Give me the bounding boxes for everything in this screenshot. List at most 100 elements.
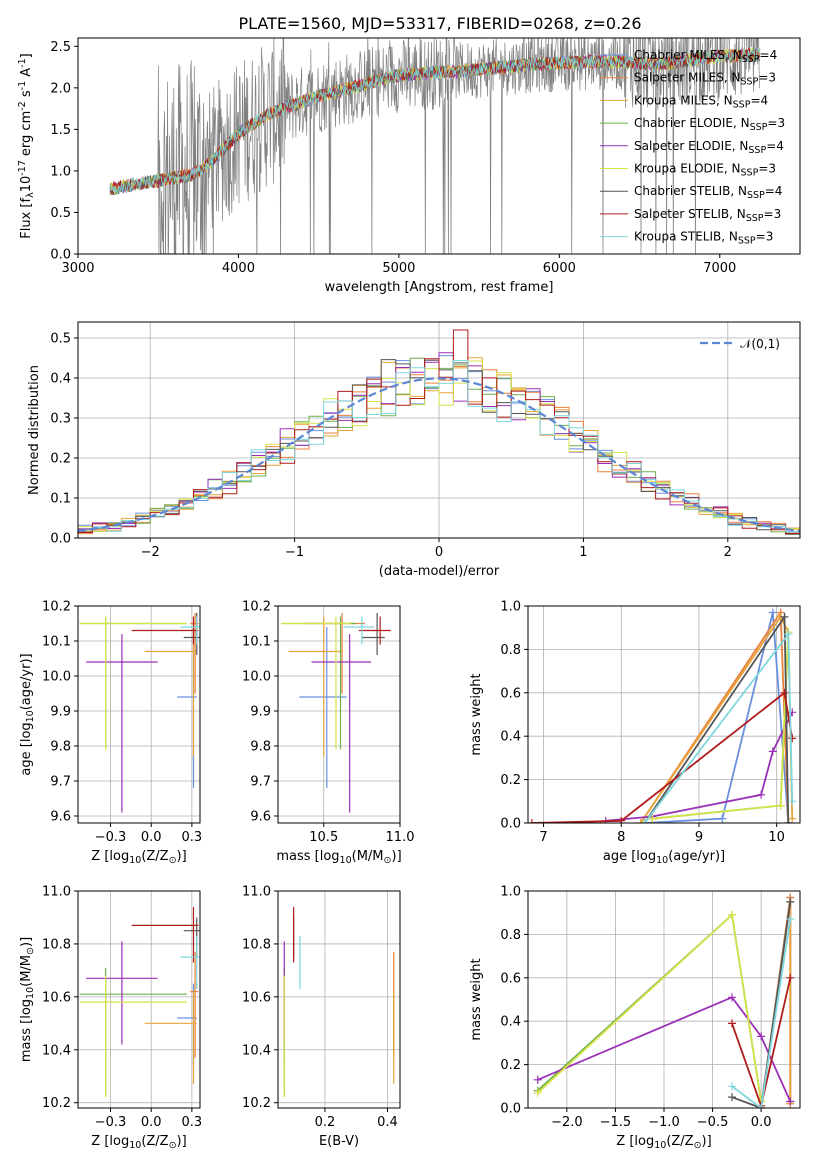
text-run: (M/M bbox=[19, 955, 34, 987]
legend-label-chabrier-miles: Chabrier MILES, NSSP=4 bbox=[634, 48, 777, 65]
x-tick-label: −0.5 bbox=[697, 1115, 729, 1130]
x-tick-label: −1 bbox=[285, 545, 304, 560]
x-tick-label: 8 bbox=[617, 830, 625, 845]
y-tick-label: 10.0 bbox=[42, 670, 71, 685]
y-tick-label: 11.0 bbox=[242, 885, 271, 900]
text-run: SSP bbox=[747, 190, 765, 201]
x-tick-label: 0.0 bbox=[141, 830, 162, 845]
y-tick-label: 10.1 bbox=[42, 635, 71, 650]
panel-residuals: −2 −1 0 1 2 0.0 0.1 0.2 0.3 0.4 0.5 (data-model)/er… bbox=[27, 321, 801, 579]
chart-layer: 3000 4000 5000 6000 7000 0.0 0.5 1.0 1.5 2.0 2.5 wa… bbox=[17, 37, 801, 1152]
text-run: -17 bbox=[17, 160, 28, 176]
x-axis-label: wavelength [Angstrom, rest frame] bbox=[325, 280, 554, 295]
y-axis-label: Normed distribution bbox=[27, 365, 42, 495]
y-tick-label: 0.8 bbox=[500, 928, 521, 943]
text-run: ⊙ bbox=[169, 1140, 177, 1151]
axes-frame bbox=[277, 890, 401, 1109]
plot-area bbox=[528, 608, 797, 823]
y-tick-label: 0.4 bbox=[500, 1015, 521, 1030]
weight-line-kroupa-stelib bbox=[731, 919, 792, 1108]
x-tick-label: 6000 bbox=[543, 261, 576, 276]
histogram-salpeter-stelib bbox=[78, 329, 800, 534]
y-tick-label: 0.6 bbox=[500, 971, 521, 986]
y-tick-label: 9.6 bbox=[50, 810, 71, 825]
weight-line-kroupa-stelib bbox=[643, 631, 794, 823]
text-run: =4 bbox=[765, 184, 783, 198]
text-run: Chabrier ELODIE, N bbox=[634, 116, 750, 130]
y-tick-label: 10.8 bbox=[242, 937, 271, 952]
y-tick-label: 1.0 bbox=[500, 600, 521, 615]
text-run: )] bbox=[177, 1134, 187, 1149]
legend-label-chabrier-elodie: Chabrier ELODIE, NSSP=3 bbox=[634, 116, 785, 133]
text-run: (age/yr)] bbox=[668, 849, 725, 864]
x-tick-label: −2 bbox=[141, 545, 160, 560]
text-run: ⊙ bbox=[25, 947, 36, 955]
weight-point-chabrier-stelib bbox=[784, 819, 793, 823]
model-spectrum-kroupa-stelib bbox=[109, 47, 761, 194]
text-run: =4 bbox=[766, 139, 784, 153]
weight-point-salpeter-elodie bbox=[786, 1097, 795, 1106]
y-tick-label: 10.4 bbox=[42, 1043, 71, 1058]
legend-label-normal: 𝒩(0,1) bbox=[740, 337, 780, 351]
weight-point-kroupa-stelib bbox=[640, 819, 649, 823]
histogram-salpeter-elodie bbox=[78, 352, 800, 533]
text-run: SSP bbox=[733, 99, 751, 110]
weight-point-salpeter-elodie bbox=[757, 790, 766, 799]
text-run: Z [log bbox=[616, 1134, 654, 1149]
text-run: Z [log bbox=[91, 849, 129, 864]
text-run: Kroupa STELIB, N bbox=[634, 230, 738, 244]
weight-point-salpeter-elodie bbox=[533, 1075, 542, 1084]
x-tick-label: 0.0 bbox=[141, 1115, 162, 1130]
text-run: Chabrier STELIB, N bbox=[634, 184, 747, 198]
text-run: (M/M bbox=[352, 849, 384, 864]
text-run: A bbox=[19, 68, 34, 81]
text-run: 10 bbox=[656, 855, 668, 866]
text-run: SSP bbox=[750, 122, 768, 133]
weight-point-kroupa-stelib bbox=[786, 915, 795, 924]
y-tick-label: 10.8 bbox=[42, 937, 71, 952]
y-tick-label: 0.5 bbox=[50, 332, 71, 347]
x-tick-label: 0.0 bbox=[751, 1115, 772, 1130]
weight-point-kroupa-miles bbox=[636, 819, 645, 823]
text-run: 10 bbox=[654, 1140, 666, 1151]
text-run: =3 bbox=[758, 162, 776, 176]
weight-point-salpeter-elodie bbox=[768, 747, 777, 756]
panel-age_vs_mass: 10.5 11.0 9.6 9.7 9.8 9.9 10.0 10.1 10.2 mass [lo… bbox=[242, 600, 414, 867]
panel-mass_vs_Z: −0.3 0.0 0.310.210.410.610.811.0Z [log10(Z… bbox=[19, 885, 202, 1152]
x-tick-label: 1 bbox=[579, 545, 587, 560]
text-run: )] bbox=[177, 849, 187, 864]
y-tick-label: 9.7 bbox=[250, 775, 271, 790]
text-run: =3 bbox=[764, 207, 782, 221]
text-run: Chabrier MILES, N bbox=[634, 48, 742, 62]
text-run: 10 bbox=[129, 1140, 141, 1151]
text-run: Normed distribution bbox=[27, 365, 42, 495]
weight-point-kroupa-stelib bbox=[757, 1104, 766, 1108]
y-tick-label: 9.8 bbox=[50, 740, 71, 755]
text-run: age [log bbox=[603, 849, 656, 864]
weight-line-kroupa-elodie bbox=[537, 913, 762, 1102]
y-tick-label: 10.2 bbox=[42, 1096, 71, 1111]
text-run: SSP bbox=[748, 145, 766, 156]
y-axis-label: mass weight bbox=[469, 673, 484, 755]
text-run: (age/yr)] bbox=[19, 653, 34, 710]
text-run: (Z/Z bbox=[141, 849, 168, 864]
y-tick-label: 2.5 bbox=[50, 40, 71, 55]
text-run: )] bbox=[702, 1134, 712, 1149]
x-axis-label: mass [log10(M/M⊙)] bbox=[276, 849, 401, 866]
plot-area bbox=[533, 893, 795, 1108]
text-run: 10 bbox=[129, 855, 141, 866]
y-tick-label: 0.5 bbox=[50, 206, 71, 221]
text-run: 10 bbox=[340, 855, 352, 866]
y-tick-label: 10.2 bbox=[242, 600, 271, 615]
y-tick-label: 0.8 bbox=[500, 643, 521, 658]
text-run: Z [log bbox=[91, 1134, 129, 1149]
weight-line-chabrier-elodie bbox=[537, 913, 762, 1102]
x-tick-label: 5000 bbox=[382, 261, 415, 276]
y-tick-label: 9.6 bbox=[250, 810, 271, 825]
weight-point-salpeter-stelib bbox=[780, 688, 789, 697]
text-run: Flux [f bbox=[19, 197, 34, 238]
legend-label-salpeter-stelib: Salpeter STELIB, NSSP=3 bbox=[634, 207, 781, 224]
x-tick-label: 0.4 bbox=[377, 1115, 398, 1130]
plot-area bbox=[283, 906, 395, 1098]
text-run: Salpeter MILES, N bbox=[634, 71, 741, 85]
